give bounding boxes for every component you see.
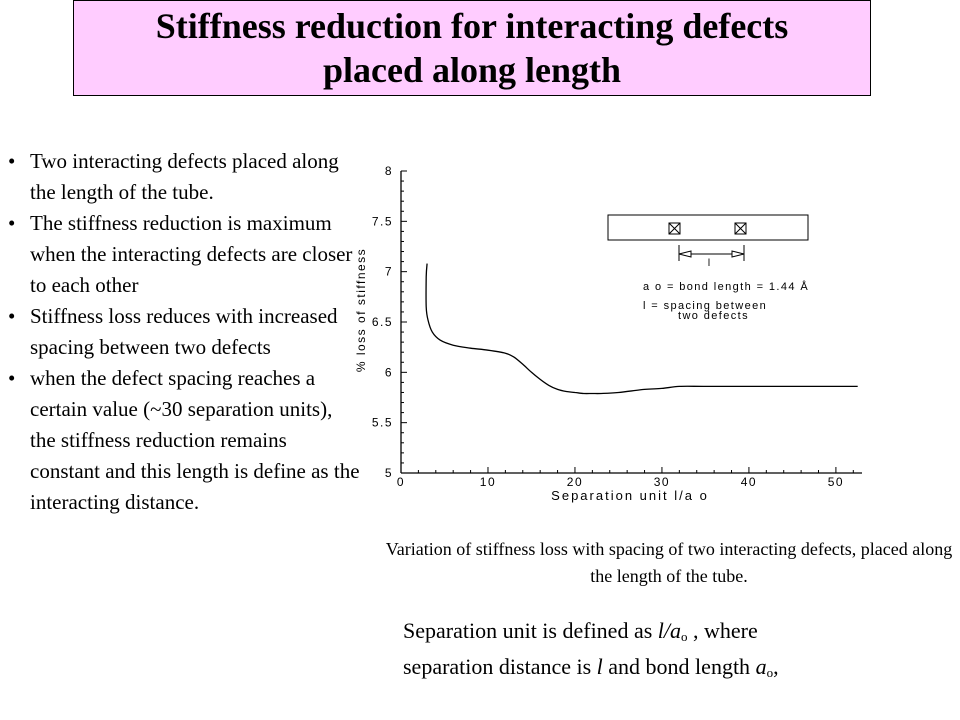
y-ticks: 5 5.5 6 6.5 7 7.5 8: [372, 164, 407, 480]
y-tick-label: 7: [385, 265, 393, 279]
x-ticks: 0 10 20 30 40 50: [397, 467, 854, 489]
x-tick-label: 50: [828, 475, 844, 489]
x-tick-label: 0: [397, 475, 405, 489]
title-box: Stiffness reduction for interacting defe…: [73, 0, 871, 96]
x-tick-label: 10: [480, 475, 496, 489]
y-tick-label: 8: [385, 164, 393, 178]
series-line: [425, 263, 858, 395]
bond-length-label: a o = bond length = 1.44 Å: [643, 280, 809, 293]
bullet-item: • when the defect spacing reaches a certa…: [8, 363, 360, 518]
definition-text: and bond length: [602, 654, 756, 679]
slide-title-line-2: placed along length: [322, 50, 622, 90]
spacing-definition-line-1: l = spacing between: [643, 300, 767, 312]
bullet-text: Two interacting defects placed along the…: [30, 149, 339, 204]
definition-text: Separation unit is defined as: [403, 618, 658, 643]
x-axis-label: Separation unit l/a o: [551, 488, 709, 503]
defect-marker-left: [668, 222, 681, 235]
defect-marker-right: [734, 222, 747, 235]
y-tick-label: 6.5: [372, 315, 393, 329]
bullet-dot: •: [8, 366, 16, 390]
bullet-item: • Two interacting defects placed along th…: [8, 146, 360, 208]
bullet-dot: •: [8, 211, 16, 235]
bullet-text: The stiffness reduction is maximum when …: [30, 211, 353, 297]
separation-unit-definition: Separation unit is defined as l/ao , whe…: [403, 616, 943, 688]
definition-text: separation distance is: [403, 654, 597, 679]
definition-l: l: [657, 618, 664, 643]
bullet-item: • The stiffness reduction is maximum when…: [8, 208, 360, 301]
y-tick-label: 5: [385, 466, 393, 480]
bullet-dot: •: [8, 149, 16, 173]
x-tick-label: 20: [567, 475, 583, 489]
definition-l: l: [596, 654, 603, 679]
definition-text: , where: [687, 618, 758, 643]
y-tick-label: 7.5: [372, 214, 393, 228]
chart-caption: Variation of stiffness loss with spacing…: [385, 539, 953, 586]
y-axis-label: % loss of stiffness: [354, 248, 368, 372]
bullet-text: when the defect spacing reaches a certai…: [30, 366, 360, 514]
definition-slash-a: /a: [663, 618, 682, 643]
bullet-dot: •: [8, 304, 16, 328]
y-tick-label: 5.5: [372, 416, 393, 430]
x-tick-label: 40: [741, 475, 757, 489]
spacing-symbol-label: l: [708, 258, 710, 269]
definition-subscript-o: o: [766, 665, 774, 680]
spacing-definition-line-2: two defects: [678, 310, 749, 322]
definition-subscript-o: o: [681, 629, 688, 644]
bullet-text: Stiffness loss reduces with increased sp…: [30, 304, 338, 359]
defect-schematic-inset: l a o = bond length = 1.44 Å l = spacing…: [607, 214, 809, 322]
tube-rectangle: [607, 214, 809, 241]
y-tick-label: 6: [385, 365, 393, 379]
bullet-item: • Stiffness loss reduces with increased s…: [8, 301, 360, 363]
slide-title-line-1: Stiffness reduction for interacting defe…: [155, 6, 789, 46]
definition-text: ,: [773, 654, 779, 679]
bullet-list: • Two interacting defects placed along th…: [8, 146, 360, 518]
stiffness-loss-chart: 0 10 20 30 40 50 5 5.5 6 6.5 7 7.5 8 % loss of stif…: [354, 164, 862, 503]
spacing-dimension-arrow: l: [678, 245, 745, 269]
definition-a: a: [755, 654, 767, 679]
x-tick-label: 30: [654, 475, 670, 489]
